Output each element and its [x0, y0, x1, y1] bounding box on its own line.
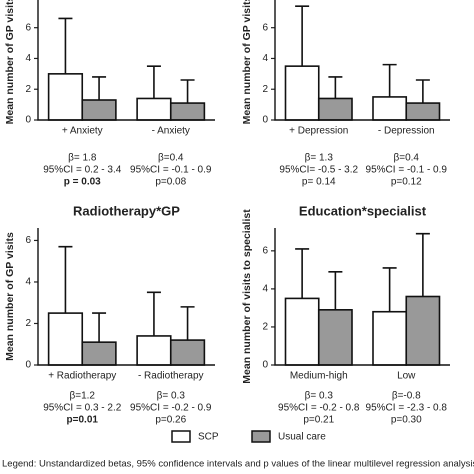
annotation: p=0.01: [67, 415, 99, 426]
y-axis-label: Mean number of GP visits: [4, 0, 16, 124]
bar: [136, 97, 172, 121]
annotation: β=0.4: [394, 153, 420, 164]
y-tick-label: 0: [25, 115, 31, 126]
y-axis-label: Mean number of visits to specialist: [241, 209, 253, 384]
legend-label: Usual care: [278, 432, 326, 443]
error-bar: [92, 76, 107, 100]
annotation: 95%CI = 0.3 - 2.2: [43, 403, 122, 414]
annotation: 95%CI = -0.1 - 0.9: [366, 165, 448, 176]
x-tick-label: Medium-high: [290, 371, 348, 382]
y-tick-label: 0: [262, 360, 268, 371]
annotation: β= 1.3: [305, 153, 334, 164]
annotation: p=0.30: [391, 415, 422, 426]
error-bar: [382, 63, 397, 97]
y-tick-label: 2: [262, 322, 268, 333]
annotation: β=-0.8: [392, 391, 421, 402]
x-tick-label: - Radiotherapy: [138, 371, 204, 382]
bar: [81, 99, 117, 121]
bar: [405, 102, 441, 121]
annotation: β= 0.3: [305, 391, 334, 402]
y-tick-label: 6: [25, 235, 31, 246]
y-axis-label: Mean number of GP visits: [4, 232, 16, 361]
y-tick-label: 4: [25, 53, 31, 64]
annotation: β=0.4: [158, 153, 184, 164]
bar: [47, 312, 84, 366]
error-bar: [92, 312, 107, 343]
error-bar: [382, 267, 397, 312]
y-tick-label: 4: [262, 53, 268, 64]
bar: [405, 295, 441, 366]
bar: [284, 65, 320, 121]
axes: [274, 0, 450, 121]
error-bar: [328, 76, 343, 99]
annotation: 95%CI = -2.3 - 0.8: [366, 403, 448, 414]
error-bar: [180, 306, 195, 341]
annotation: 95%CI= -0.5 - 3.2: [279, 165, 358, 176]
y-tick-label: 0: [25, 360, 31, 371]
annotation: 95%CI = -0.2 - 0.9: [130, 403, 212, 414]
y-tick-label: 6: [25, 22, 31, 33]
footnote: Legend: Unstandardized betas, 95% confid…: [2, 459, 474, 470]
annotation: p=0.12: [391, 177, 422, 188]
bar: [47, 73, 84, 121]
y-tick-label: 0: [262, 115, 268, 126]
axes: [274, 228, 450, 366]
y-tick-label: 2: [25, 84, 31, 95]
error-bar: [146, 291, 161, 336]
error-bar: [415, 232, 430, 297]
annotation: 95%CI = -0.2 - 0.8: [278, 403, 360, 414]
bar: [81, 341, 117, 366]
y-tick-label: 4: [25, 277, 31, 288]
x-tick-label: + Anxiety: [62, 126, 103, 137]
bar: [136, 335, 172, 366]
bar: [317, 309, 353, 366]
axes: [37, 228, 215, 366]
error-bar: [328, 270, 343, 310]
axes: [37, 0, 215, 121]
y-tick-label: 6: [262, 245, 268, 256]
bar: [372, 310, 408, 366]
y-tick-label: 6: [262, 22, 268, 33]
error-bar: [415, 79, 430, 104]
annotation: p=0.08: [155, 177, 186, 188]
error-bar: [146, 65, 161, 99]
annotation: p = 0.03: [64, 177, 101, 188]
error-bar: [58, 245, 73, 314]
y-tick-label: 4: [262, 284, 268, 295]
annotation: 95%CI = 0.2 - 3.4: [43, 165, 122, 176]
y-axis-label: Mean number of GP visits: [241, 0, 253, 124]
error-bar: [180, 79, 195, 104]
x-tick-label: - Depression: [378, 126, 435, 137]
error-bar: [295, 248, 310, 299]
annotation: p=0.21: [303, 415, 334, 426]
y-tick-label: 2: [262, 84, 268, 95]
bar: [284, 297, 320, 366]
annotation: β= 1.8: [68, 153, 97, 164]
annotation: p=0.26: [155, 415, 186, 426]
bar: [317, 97, 353, 121]
x-tick-label: + Radiotherapy: [48, 371, 116, 382]
legend-label: SCP: [198, 432, 219, 443]
error-bar: [58, 17, 73, 74]
annotation: β=1.2: [70, 391, 96, 402]
bar: [169, 102, 206, 121]
annotation: p= 0.14: [302, 177, 336, 188]
annotation: β= 0.3: [157, 391, 186, 402]
bar: [169, 339, 206, 366]
annotation: 95%CI = -0.1 - 0.9: [130, 165, 212, 176]
chart-title: Radiotherapy*GP: [73, 203, 180, 218]
legend-swatch: [171, 430, 191, 443]
x-tick-label: - Anxiety: [152, 126, 190, 137]
legend-swatch: [251, 430, 271, 443]
x-tick-label: + Depression: [289, 126, 348, 137]
y-tick-label: 2: [25, 318, 31, 329]
x-tick-label: Low: [397, 371, 416, 382]
chart-title: Education*specialist: [299, 203, 427, 218]
bar: [372, 96, 408, 121]
error-bar: [295, 5, 310, 67]
